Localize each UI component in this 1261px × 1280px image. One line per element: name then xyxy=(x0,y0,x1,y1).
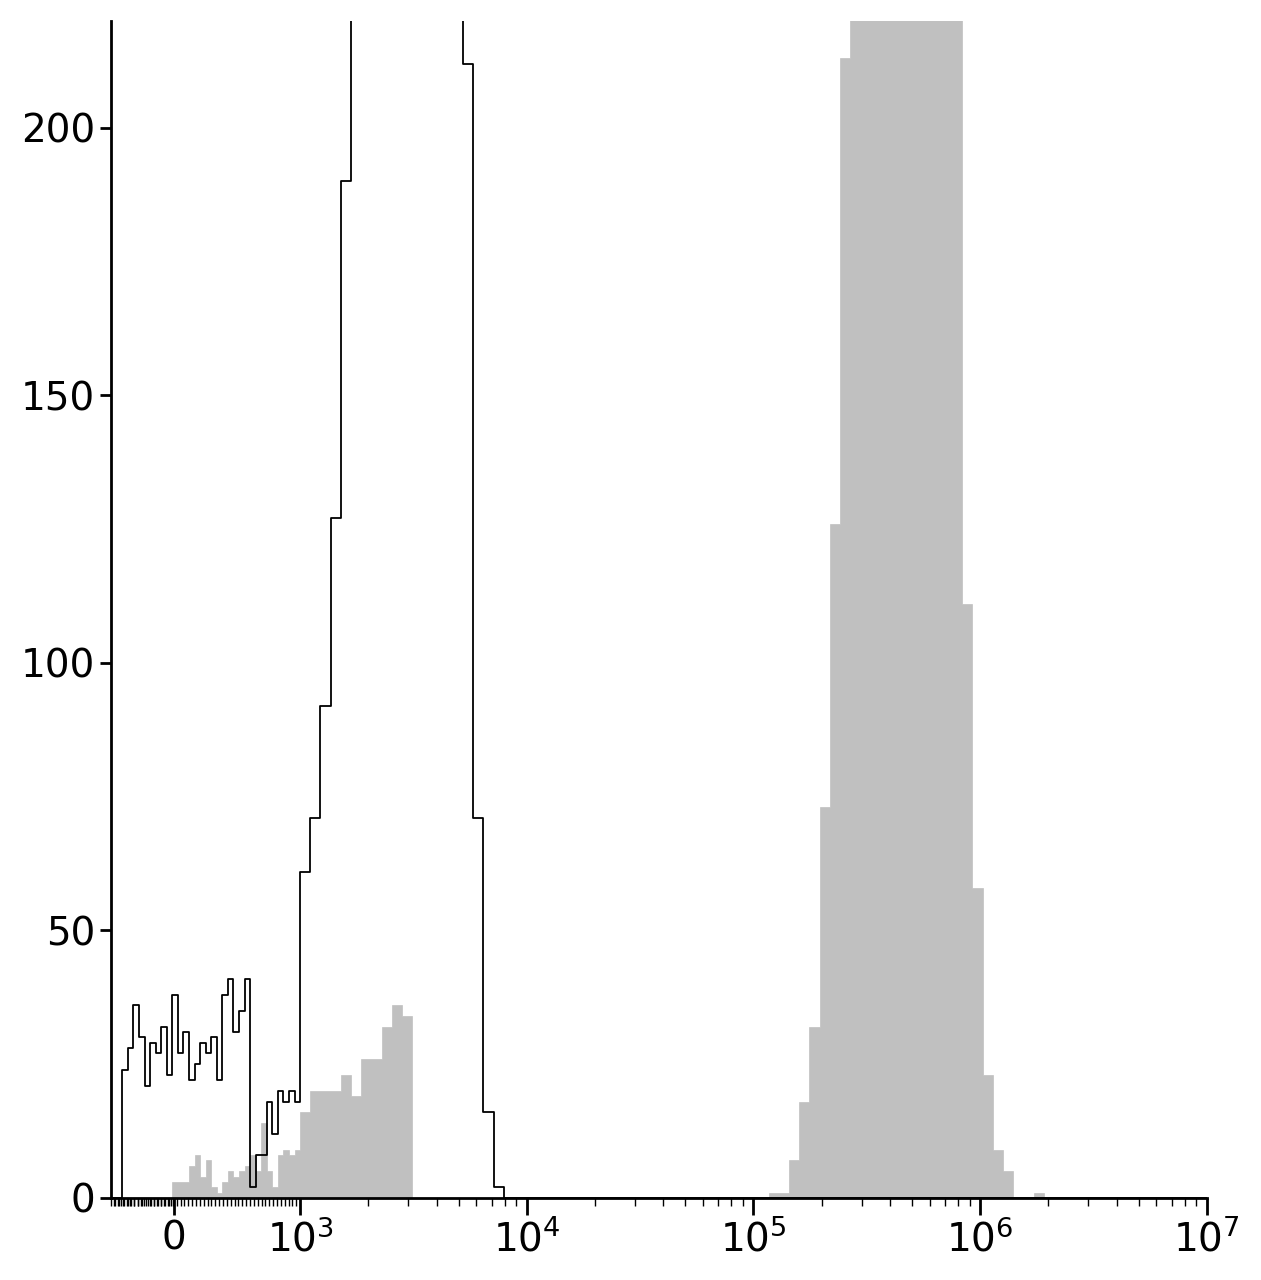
Polygon shape xyxy=(111,0,1207,1198)
